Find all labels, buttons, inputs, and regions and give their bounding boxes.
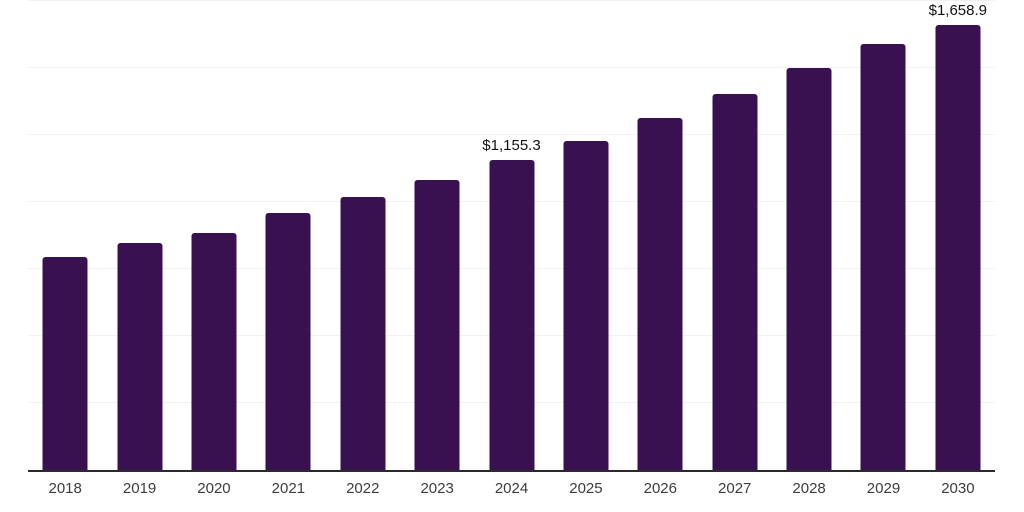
x-tick-label-2030: 2030	[941, 480, 975, 497]
x-tick-label-2026: 2026	[643, 480, 677, 497]
plot-area: $1,155.3 $1,658.9	[28, 0, 995, 472]
bar-2023	[414, 180, 460, 470]
x-axis-tick-labels: 2018 2019 2020 2021 2022 2023 2024 2025 2026 2027…	[28, 480, 995, 497]
data-label-2024: $1,155.3	[482, 137, 541, 155]
x-tick-label-2022: 2022	[346, 480, 380, 497]
gridline-1750	[28, 0, 995, 1]
bar-2024	[489, 160, 534, 470]
bar-2018	[42, 257, 88, 470]
data-label-2030: $1,658.9	[928, 2, 987, 20]
x-tick-label-2019: 2019	[122, 480, 157, 497]
bar-2027	[712, 94, 758, 470]
bar-2029	[860, 44, 906, 470]
x-tick-label-2018: 2018	[48, 480, 82, 497]
bar-2021	[265, 212, 311, 470]
gridline-1500	[28, 67, 995, 68]
bar-2028	[786, 68, 832, 470]
x-tick-label-2021: 2021	[271, 480, 306, 497]
x-tick-label-2023: 2023	[420, 480, 454, 497]
bar-2019	[117, 242, 163, 470]
x-tick-label-2025: 2025	[569, 480, 603, 497]
gridline-1250	[28, 134, 995, 135]
bar-2020	[191, 233, 237, 470]
bar-2030	[935, 25, 981, 470]
x-tick-label-2029: 2029	[866, 480, 901, 497]
x-tick-label-2028: 2028	[792, 480, 826, 497]
bar-2026	[637, 117, 683, 470]
bar-2025	[563, 140, 609, 470]
x-tick-label-2020: 2020	[197, 480, 231, 497]
x-axis-line	[28, 470, 995, 472]
x-tick-label-2024: 2024	[494, 480, 529, 497]
bar-2022	[340, 197, 386, 470]
x-tick-label-2027: 2027	[718, 480, 752, 497]
